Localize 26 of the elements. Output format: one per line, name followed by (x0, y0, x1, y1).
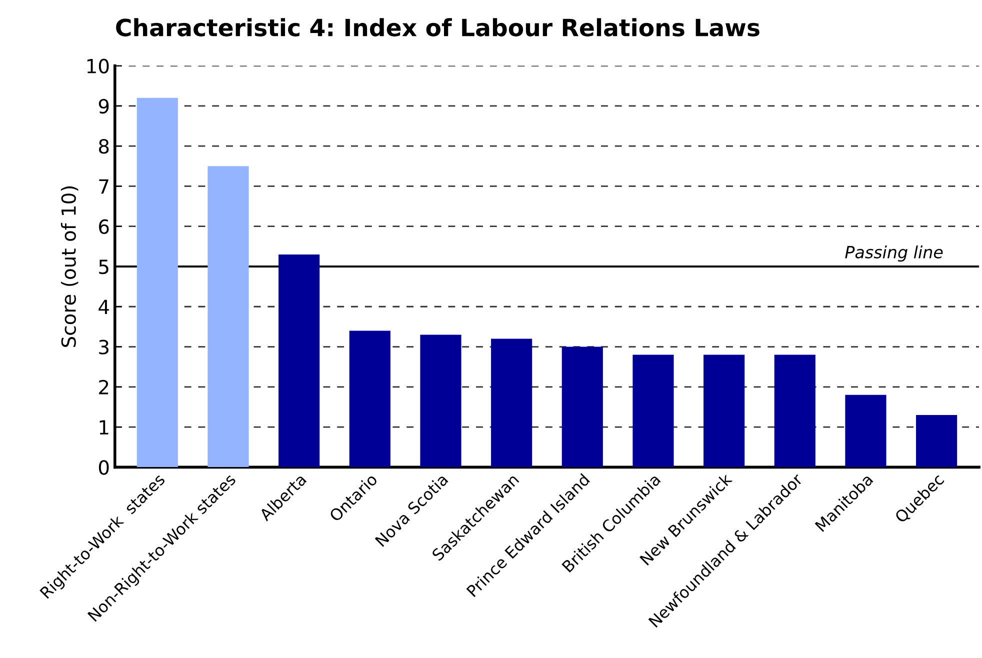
y-tick-label: 1 (100, 420, 108, 434)
bar (632, 354, 674, 468)
y-tick-label: 5 (99, 260, 108, 274)
bar (704, 354, 745, 468)
bar (916, 415, 958, 468)
chart-title: Characteristic 4: Index of Labour Relations Laws (116, 18, 760, 36)
bar (208, 166, 249, 468)
bar (136, 98, 178, 468)
y-tick-label: 2 (99, 380, 108, 394)
y-tick-label: 0 (98, 460, 109, 475)
bar (562, 346, 603, 468)
bar (420, 334, 462, 468)
bar (349, 330, 390, 468)
y-tick-label: 4 (98, 300, 109, 314)
bar (845, 394, 886, 468)
y-tick-label: 8 (98, 139, 109, 154)
bar (278, 254, 320, 468)
y-tick-label: 6 (99, 219, 109, 234)
y-tick-label: 10 (87, 58, 109, 74)
bar (491, 338, 532, 468)
y-axis-title: Score (out of 10) (60, 186, 78, 347)
y-tick-label: 9 (98, 98, 109, 114)
bar (774, 354, 816, 468)
ref-line-label: Passing line (845, 246, 943, 262)
y-tick-label: 7 (99, 179, 108, 194)
y-tick-label: 3 (99, 340, 108, 354)
